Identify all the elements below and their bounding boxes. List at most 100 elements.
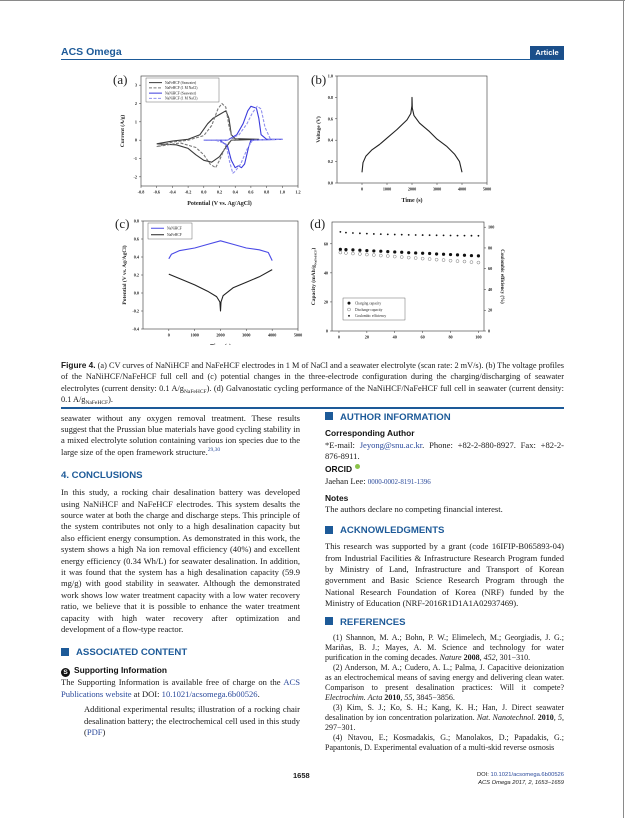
discharge-capacity-point <box>455 259 460 263</box>
panel-label: (a) <box>113 72 127 87</box>
supporting-info-description: Additional experimental results; illustr… <box>84 704 300 738</box>
notes-heading: Notes <box>325 492 349 503</box>
journal-name: ACS Omega <box>61 46 122 58</box>
series-line <box>156 110 260 163</box>
x-tick-label: -0.6 <box>153 190 160 195</box>
acknowledgments-heading: ACKNOWLEDGMENTS <box>325 525 564 537</box>
charging-capacity-point <box>441 252 446 256</box>
section-square-icon <box>325 617 333 626</box>
acs-publications-link[interactable]: ACS Publications website <box>61 677 300 699</box>
doi-label: DOI: <box>476 772 491 778</box>
caption-text: ). <box>108 395 113 405</box>
email-link[interactable]: Jeyong@snu.ac.kr <box>359 439 423 450</box>
reference-item: (2) Anderson, M. A.; Cudero, A. L.; Palm… <box>325 663 564 703</box>
discharge-capacity-point <box>338 250 343 255</box>
conclusions-heading: 4. CONCLUSIONS <box>61 470 143 482</box>
citation-link[interactable]: 29,30 <box>207 446 221 453</box>
coulombic-efficiency-point <box>477 234 480 237</box>
discharge-capacity-point <box>413 256 418 260</box>
y-tick-label: 2 <box>135 101 137 106</box>
orcid-link[interactable]: 0000-0002-8191-1396 <box>367 478 431 487</box>
x-tick-label: 1000 <box>190 333 198 338</box>
reference-pages: , 301−310. <box>495 652 531 662</box>
y-tick-label: 3 <box>135 83 137 88</box>
coulombic-efficiency-point <box>358 232 361 235</box>
caption-text: ). (d) Galvanostatic cycling performance… <box>61 383 564 405</box>
y-axis-label: Capacity (mAh/gNaFeHCF) <box>310 248 318 306</box>
y-tick-label: 40 <box>324 270 328 275</box>
coulombic-efficiency-point <box>421 234 424 236</box>
footer-citation: DOI: 10.1021/acsomega.6b00526 ACS Omega … <box>420 771 564 787</box>
discharge-capacity-point <box>420 256 425 261</box>
series-line <box>156 102 240 169</box>
discharge-capacity-point <box>406 255 411 260</box>
y-axis-label: Potential (V vs. Ag/AgCl) <box>121 245 128 304</box>
legend-label: NaNiHCF <box>167 227 182 231</box>
x-tick-label: 100 <box>475 335 481 340</box>
charging-capacity-point <box>469 253 474 258</box>
orcid-entry: Jaehan Lee: 0000-0002-8191-1396 <box>325 476 564 488</box>
y-axis-label-end: ) <box>310 248 317 250</box>
pdf-link[interactable]: PDF <box>86 727 103 738</box>
article-body: Figure 4. (a) CV curves of NaNiHCF and N… <box>61 360 564 753</box>
charging-capacity-point <box>428 251 432 256</box>
heading-text: AUTHOR INFORMATION <box>340 411 451 423</box>
charging-capacity-point <box>434 252 439 256</box>
supporting-doi-link[interactable]: 10.1021/acsomega.6b00526 <box>161 688 258 699</box>
paragraph-text: seawater without any oxygen removal trea… <box>61 412 300 457</box>
coulombic-efficiency-point <box>339 230 342 233</box>
x-axis-label: Time (s) <box>401 197 422 204</box>
author-name: Jaehan Lee: <box>325 476 368 487</box>
section-square-icon <box>325 525 333 534</box>
plot-frame <box>336 75 488 184</box>
coulombic-efficiency-point <box>414 234 417 236</box>
coulombic-efficiency-point <box>428 234 431 237</box>
x-axis-label: Potential (V vs. Ag/AgCl) <box>187 200 252 207</box>
charging-capacity-point <box>476 254 481 258</box>
charging-capacity-point <box>421 251 425 255</box>
x-tick-label: -0.4 <box>169 190 177 195</box>
acknowledgments-paragraph: This research was supported by a grant (… <box>325 541 564 609</box>
caption-text: (a) CV curves of NaNiHCF and NaFeHCF ele… <box>61 361 564 393</box>
reference-journal: Electrochim. Acta <box>325 692 383 702</box>
header-rule <box>61 59 564 60</box>
discharge-capacity-point <box>469 260 474 264</box>
coulombic-efficiency-point <box>365 232 368 235</box>
discharge-capacity-point <box>441 258 446 262</box>
y2-tick-label: 40 <box>488 287 492 292</box>
x-tick-label: 5000 <box>483 187 491 192</box>
x-tick-label: 1.2 <box>295 190 300 195</box>
conclusions-paragraph: In this study, a rocking chair desalinat… <box>61 487 300 635</box>
x-tick-label: 40 <box>393 335 397 340</box>
discharge-capacity-point <box>379 253 383 258</box>
discharge-capacity-point <box>358 252 362 256</box>
reference-text: (2) Anderson, M. A.; Cudero, A. L.; Palm… <box>325 662 564 692</box>
x-tick-label: 1.0 <box>280 190 285 195</box>
orcid-icon <box>355 464 360 470</box>
coulombic-efficiency-point <box>372 233 375 235</box>
panel-label: (d) <box>310 216 325 231</box>
discharge-capacity-point <box>351 251 355 256</box>
charging-capacity-point <box>414 251 418 255</box>
legend-label: Discharge capacity <box>355 308 383 312</box>
reference-volume: , 5 <box>553 712 563 722</box>
section-square-icon <box>325 412 333 421</box>
journal-citation: ACS Omega 2017, 2, 1653−1659 <box>478 780 564 786</box>
y-tick-label: 0.0 <box>134 291 139 296</box>
footer-doi-link[interactable]: 10.1021/acsomega.6b00526 <box>490 772 565 778</box>
y-tick-label: 0 <box>135 138 137 143</box>
legend-label: NaNiHCF (Seawater) <box>165 91 197 95</box>
paragraph-text: at DOI: <box>131 688 162 699</box>
x-tick-label: 0.4 <box>233 190 239 195</box>
reference-text: (4) Ntavou, E.; Kosmadakis, G.; Manolako… <box>325 732 564 752</box>
y-tick-label: -0.2 <box>132 309 139 314</box>
orcid-heading: ORCID <box>325 463 564 475</box>
coulombic-efficiency-point <box>386 233 389 236</box>
discharge-capacity-point <box>434 257 439 262</box>
legend-label: Charging capacity <box>355 301 381 305</box>
section-square-icon <box>61 647 69 656</box>
x-tick-label: 4000 <box>458 187 466 192</box>
y-tick-label: 0.6 <box>328 116 333 121</box>
legend-swatch <box>347 301 351 305</box>
y-tick-label: 0.2 <box>328 159 333 164</box>
